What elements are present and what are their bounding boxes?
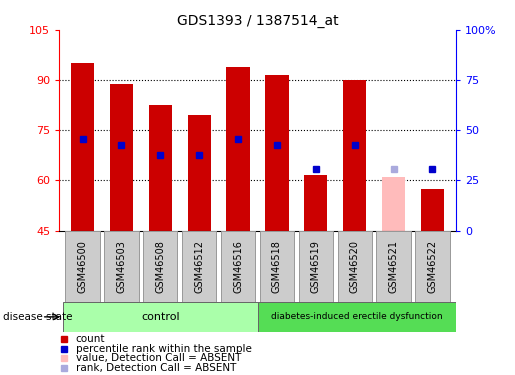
Bar — [304, 176, 328, 231]
Text: GSM46503: GSM46503 — [116, 240, 126, 292]
Bar — [382, 177, 405, 231]
Text: GSM46512: GSM46512 — [194, 240, 204, 293]
Bar — [110, 84, 133, 231]
Bar — [63, 302, 258, 332]
Title: GDS1393 / 1387514_at: GDS1393 / 1387514_at — [177, 13, 338, 28]
Bar — [258, 302, 456, 332]
Text: GSM46520: GSM46520 — [350, 240, 359, 293]
Bar — [376, 231, 410, 302]
Text: GSM46516: GSM46516 — [233, 240, 243, 292]
Text: GSM46508: GSM46508 — [156, 240, 165, 292]
Bar — [149, 105, 172, 231]
Bar — [421, 189, 444, 231]
Bar — [343, 80, 366, 231]
Bar — [187, 115, 211, 231]
Text: GSM46519: GSM46519 — [311, 240, 321, 292]
Bar — [221, 231, 255, 302]
Text: disease state: disease state — [3, 312, 72, 322]
Text: GSM46518: GSM46518 — [272, 240, 282, 292]
Text: percentile rank within the sample: percentile rank within the sample — [76, 344, 251, 354]
Text: rank, Detection Call = ABSENT: rank, Detection Call = ABSENT — [76, 363, 236, 373]
Bar — [65, 231, 100, 302]
Bar — [143, 231, 177, 302]
Text: value, Detection Call = ABSENT: value, Detection Call = ABSENT — [76, 353, 241, 363]
Bar — [71, 63, 94, 231]
Bar — [338, 231, 372, 302]
Text: control: control — [141, 312, 180, 322]
Text: GSM46500: GSM46500 — [78, 240, 88, 292]
Text: count: count — [76, 334, 105, 344]
Text: GSM46521: GSM46521 — [389, 240, 399, 293]
Bar — [227, 67, 250, 231]
Bar — [182, 231, 216, 302]
Bar — [260, 231, 294, 302]
Bar — [299, 231, 333, 302]
Text: GSM46522: GSM46522 — [427, 240, 437, 293]
Bar — [105, 231, 139, 302]
Bar — [265, 75, 288, 231]
Text: diabetes-induced erectile dysfunction: diabetes-induced erectile dysfunction — [271, 312, 442, 321]
Bar — [415, 231, 450, 302]
